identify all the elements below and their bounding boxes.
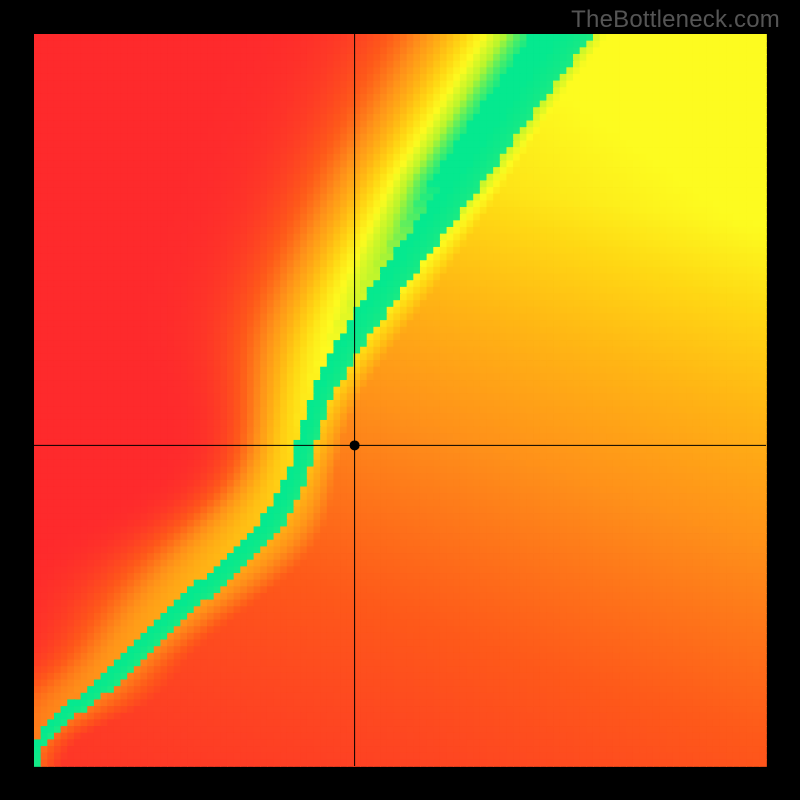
chart-container: { "meta": { "watermark": "TheBottleneck.… [0,0,800,800]
bottleneck-heatmap-canvas [0,0,800,800]
watermark-text: TheBottleneck.com [571,6,780,34]
